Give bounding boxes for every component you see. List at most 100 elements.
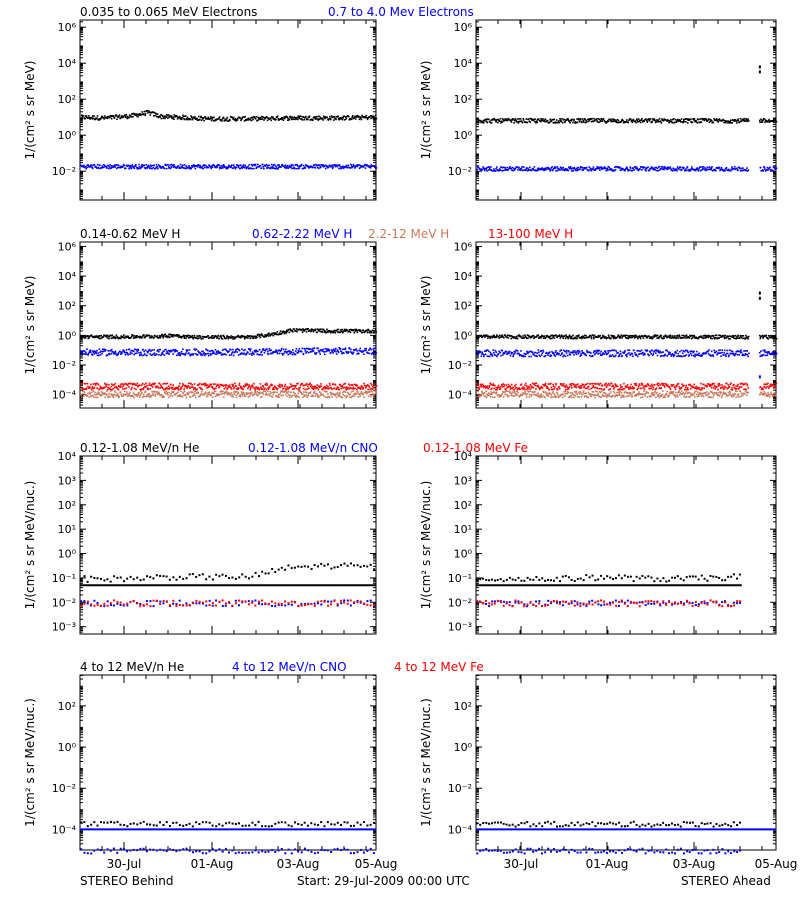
data-point bbox=[316, 115, 318, 118]
data-point bbox=[540, 337, 542, 339]
data-point bbox=[348, 388, 351, 390]
data-point bbox=[201, 350, 203, 353]
data-point bbox=[367, 329, 370, 332]
data-point bbox=[253, 353, 255, 356]
data-point bbox=[160, 335, 162, 338]
data-point bbox=[248, 384, 250, 386]
data-point bbox=[731, 166, 733, 168]
data-point bbox=[143, 164, 146, 167]
data-point bbox=[190, 167, 193, 170]
data-point bbox=[246, 334, 249, 337]
data-point bbox=[351, 395, 353, 398]
data-point bbox=[357, 329, 360, 331]
data-point bbox=[144, 385, 147, 388]
data-point bbox=[164, 387, 167, 390]
data-point bbox=[108, 383, 110, 386]
data-point bbox=[207, 395, 209, 398]
data-point bbox=[266, 348, 268, 350]
data-point bbox=[259, 392, 262, 394]
data-point bbox=[353, 328, 355, 331]
data-point bbox=[638, 120, 641, 123]
data-point bbox=[152, 382, 154, 385]
row2-title-segment-3: 2.2-12 MeV H bbox=[368, 227, 449, 241]
data-point bbox=[549, 118, 551, 121]
data-point bbox=[239, 353, 242, 356]
data-point bbox=[513, 336, 516, 338]
data-point bbox=[293, 166, 295, 169]
data-point bbox=[325, 391, 327, 393]
data-point bbox=[336, 165, 339, 168]
data-point bbox=[323, 331, 326, 334]
data-point bbox=[86, 382, 89, 385]
data-point bbox=[486, 170, 488, 172]
data-point bbox=[170, 383, 172, 386]
data-point bbox=[518, 120, 520, 123]
data-point bbox=[224, 353, 226, 355]
data-point bbox=[584, 121, 587, 124]
data-point bbox=[108, 335, 111, 338]
data-point bbox=[253, 387, 256, 389]
data-point bbox=[140, 384, 143, 386]
data-point bbox=[572, 169, 574, 172]
data-point bbox=[172, 335, 174, 338]
data-point bbox=[293, 388, 296, 390]
data-point bbox=[294, 167, 296, 170]
data-point bbox=[170, 115, 173, 117]
data-point bbox=[685, 118, 688, 120]
data-point bbox=[257, 163, 259, 166]
data-point bbox=[729, 119, 732, 122]
data-point bbox=[123, 337, 126, 339]
data-point bbox=[498, 120, 501, 123]
data-point bbox=[676, 166, 679, 168]
data-point bbox=[657, 169, 660, 172]
data-point bbox=[339, 392, 341, 395]
data-point bbox=[317, 119, 320, 121]
data-point bbox=[316, 392, 318, 395]
data-point bbox=[284, 387, 287, 390]
data-point bbox=[293, 116, 295, 119]
data-point bbox=[307, 328, 309, 330]
data-point bbox=[507, 168, 509, 171]
data-point bbox=[331, 331, 334, 334]
data-point bbox=[203, 393, 205, 396]
data-point bbox=[356, 165, 359, 168]
data-point bbox=[106, 390, 108, 393]
data-point bbox=[133, 353, 135, 356]
data-point bbox=[360, 165, 362, 167]
data-point bbox=[294, 386, 296, 388]
data-point bbox=[276, 115, 279, 118]
data-point bbox=[340, 396, 343, 399]
data-point bbox=[192, 165, 194, 168]
data-point bbox=[331, 330, 333, 333]
data-point bbox=[536, 118, 539, 121]
data-point bbox=[358, 352, 360, 355]
data-point bbox=[204, 392, 207, 395]
data-point bbox=[343, 330, 345, 332]
data-point bbox=[348, 328, 351, 331]
data-point bbox=[214, 395, 217, 398]
data-point bbox=[742, 118, 745, 120]
data-point bbox=[126, 352, 129, 354]
data-point bbox=[375, 388, 377, 391]
data-point bbox=[111, 334, 114, 337]
data-point bbox=[135, 336, 138, 339]
data-point bbox=[363, 396, 365, 398]
data-point bbox=[212, 334, 214, 337]
data-point bbox=[195, 348, 198, 351]
data-point bbox=[155, 391, 157, 393]
data-point bbox=[706, 166, 709, 169]
data-point bbox=[295, 384, 297, 387]
data-point bbox=[173, 114, 176, 116]
data-point bbox=[200, 119, 203, 122]
data-point bbox=[149, 167, 151, 170]
data-point bbox=[504, 118, 507, 120]
data-point bbox=[352, 388, 355, 390]
data-point bbox=[106, 334, 109, 337]
data-point bbox=[178, 336, 180, 338]
data-point bbox=[232, 395, 234, 398]
data-point bbox=[562, 166, 565, 169]
data-point bbox=[333, 350, 336, 352]
data-point bbox=[578, 168, 580, 171]
data-point bbox=[245, 384, 248, 387]
data-point bbox=[312, 166, 314, 169]
